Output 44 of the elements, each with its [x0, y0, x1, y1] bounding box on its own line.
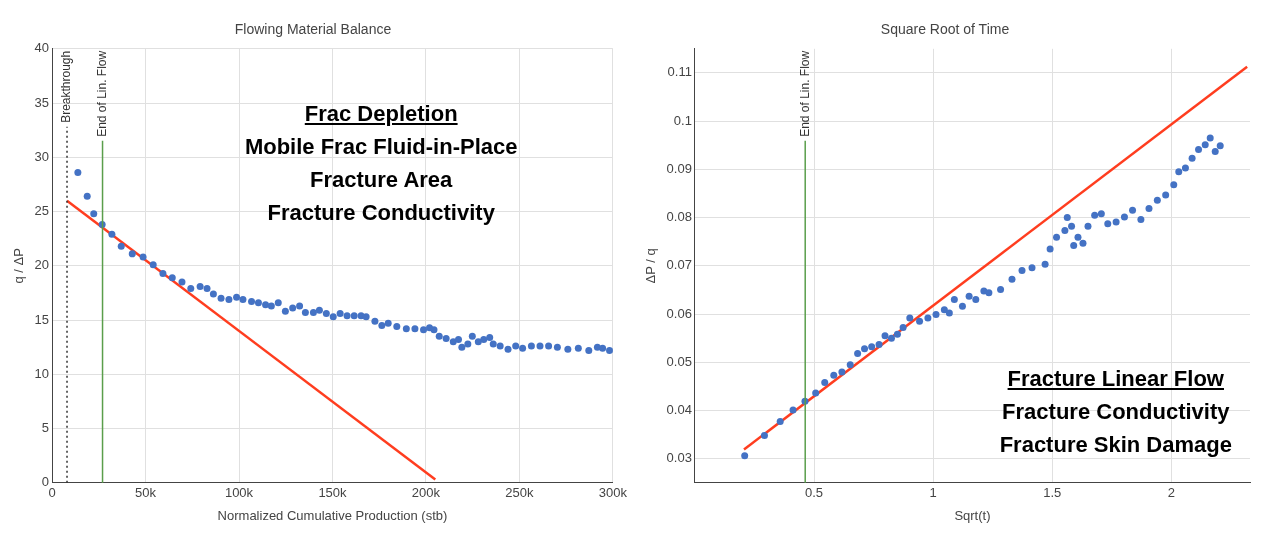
y-tick-label: 0.11: [667, 64, 692, 80]
x-tick-label: 300k: [598, 485, 628, 501]
chart-title: Square Root of Time: [880, 21, 1010, 38]
y-tick-label: 25: [34, 203, 50, 219]
y-tick-label: 0.09: [666, 160, 692, 176]
x-tick-label: 200k: [411, 485, 441, 501]
x-tick-label: 250k: [505, 485, 535, 501]
annotation: Fracture Conductivity: [1001, 398, 1231, 426]
x-axis-title: Sqrt(t): [954, 507, 991, 523]
x-tick-label: 50k: [135, 485, 157, 501]
chart-title: Flowing Material Balance: [234, 21, 392, 38]
annotation: Fracture Area: [309, 165, 454, 194]
y-tick-label: 0.04: [666, 402, 692, 418]
ref-line-label: End of Lin. Flow: [94, 50, 109, 137]
x-tick-label: 1: [929, 485, 937, 501]
annotation: Fracture Linear Flow: [1006, 365, 1225, 393]
annotation: Mobile Frac Fluid-in-Place: [244, 132, 518, 161]
y-tick-label: 0.06: [666, 305, 692, 321]
y-tick-label: 0.07: [666, 257, 692, 273]
ref-line-label: End of Lin. Flow: [797, 50, 812, 137]
y-tick-label: 35: [34, 94, 50, 110]
x-axis-title: Normalized Cumulative Production (stb): [217, 507, 448, 523]
y-tick-label: 40: [34, 40, 50, 56]
x-tick-label: 100k: [224, 485, 254, 501]
y-axis-title: q / ΔP: [11, 248, 27, 284]
ref-line-label: Breakthrough: [59, 50, 74, 123]
y-axis-title: ΔP / q: [643, 248, 659, 284]
y-tick-label: 30: [34, 148, 50, 164]
y-tick-label: 5: [41, 420, 50, 436]
annotation: Frac Depletion: [303, 99, 459, 128]
x-tick-label: 2: [1167, 485, 1175, 501]
y-tick-label: 0.1: [673, 112, 692, 128]
y-tick-label: 20: [34, 257, 50, 273]
x-tick-label: 1.5: [1043, 485, 1062, 501]
y-tick-label: 0.08: [666, 209, 692, 225]
y-tick-label: 0.03: [666, 450, 692, 466]
annotation: Fracture Conductivity: [266, 198, 496, 227]
annotation: Fracture Skin Damage: [999, 431, 1232, 459]
y-tick-label: 15: [34, 311, 50, 327]
x-tick-label: 150k: [318, 485, 348, 501]
x-tick-label: 0.5: [804, 485, 824, 501]
y-tick-label: 10: [34, 365, 50, 381]
y-tick-label: 0: [41, 474, 50, 490]
y-tick-label: 0.05: [666, 353, 692, 369]
